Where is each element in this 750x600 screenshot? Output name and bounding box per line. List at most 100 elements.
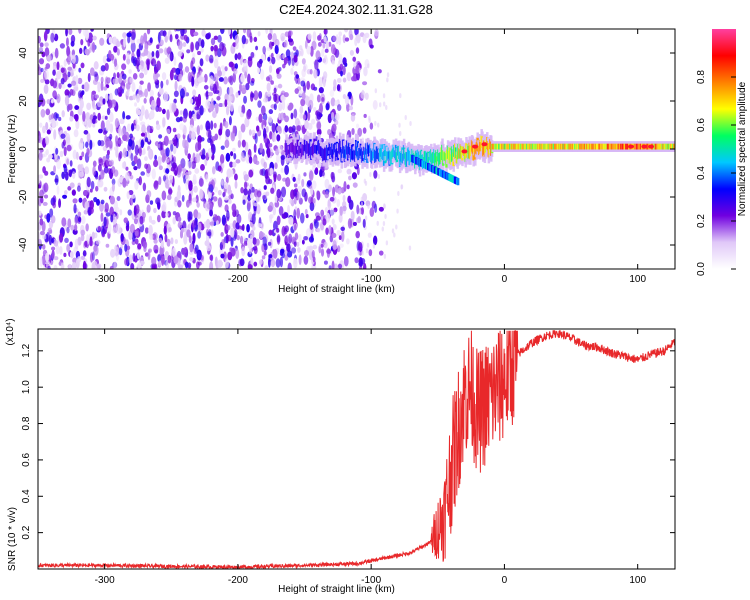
noise-speckle: [38, 184, 41, 189]
noise-speckle: [192, 113, 197, 120]
noise-speckle: [233, 68, 238, 75]
noise-speckle: [197, 231, 202, 239]
noise-speckle: [38, 174, 44, 179]
noise-speckle: [55, 113, 60, 119]
noise-speckle: [215, 220, 219, 226]
noise-speckle: [337, 187, 342, 195]
noise-speckle: [114, 206, 120, 213]
noise-speckle: [143, 48, 149, 56]
noise-speckle: [316, 190, 320, 198]
noise-speckle: [331, 111, 335, 121]
noise-speckle: [39, 218, 44, 226]
noise-speckle: [46, 157, 51, 163]
noise-speckle: [311, 249, 315, 259]
noise-speckle: [66, 144, 72, 152]
noise-speckle: [320, 248, 325, 257]
noise-speckle: [317, 42, 322, 47]
noise-speckle: [363, 178, 367, 184]
noise-speckle: [351, 172, 358, 180]
noise-speckle: [154, 249, 159, 254]
noise-speckle: [68, 103, 73, 111]
noise-speckle: [281, 99, 286, 111]
noise-speckle: [60, 133, 66, 139]
noise-speckle: [316, 111, 322, 120]
noise-speckle: [100, 81, 104, 91]
noise-speckle: [209, 209, 213, 217]
noise-speckle: [340, 231, 345, 242]
noise-speckle: [332, 35, 337, 42]
noise-speckle: [124, 243, 128, 252]
noise-speckle: [91, 41, 96, 53]
noise-speckle: [213, 73, 219, 83]
noise-speckle: [165, 147, 170, 157]
noise-speckle: [191, 197, 197, 203]
noise-speckle: [331, 260, 335, 269]
noise-speckle: [293, 257, 298, 269]
noise-speckle: [97, 163, 102, 172]
noise-speckle: [66, 126, 71, 131]
noise-speckle: [53, 129, 57, 140]
noise-speckle: [145, 163, 151, 174]
noise-speckle: [46, 54, 52, 62]
noise-speckle: [192, 52, 196, 59]
noise-speckle: [135, 57, 141, 67]
noise-speckle: [269, 131, 273, 140]
noise-speckle: [53, 165, 57, 173]
noise-speckle: [364, 215, 368, 221]
noise-speckle: [332, 85, 336, 92]
noise-speckle: [132, 94, 137, 100]
noise-speckle: [163, 91, 169, 102]
noise-speckle: [105, 138, 109, 149]
noise-speckle: [106, 107, 111, 116]
noise-speckle: [382, 220, 386, 226]
noise-speckle: [225, 128, 231, 138]
noise-speckle: [192, 232, 196, 244]
noise-speckle: [224, 139, 230, 149]
noise-speckle: [87, 72, 91, 83]
noise-speckle: [80, 233, 85, 242]
noise-speckle: [283, 39, 288, 48]
noise-speckle: [322, 42, 326, 49]
noise-speckle: [139, 80, 144, 85]
noise-speckle: [113, 58, 118, 67]
noise-speckle: [241, 34, 246, 45]
noise-speckle: [77, 185, 81, 192]
noise-speckle: [262, 97, 269, 103]
noise-speckle: [54, 174, 59, 186]
noise-speckle: [136, 93, 140, 103]
noise-speckle: [337, 35, 342, 46]
noise-speckle: [287, 250, 293, 258]
y-tick-label: 20: [18, 95, 29, 107]
noise-speckle: [260, 105, 266, 116]
noise-speckle: [44, 42, 49, 47]
noise-speckle: [272, 248, 278, 259]
noise-speckle: [284, 254, 289, 261]
noise-speckle: [126, 245, 131, 251]
noise-speckle: [253, 36, 258, 43]
noise-speckle: [72, 198, 78, 204]
noise-speckle: [119, 118, 125, 125]
noise-speckle: [357, 127, 363, 137]
noise-speckle: [329, 207, 335, 217]
noise-speckle: [266, 47, 271, 52]
noise-speckle: [92, 165, 96, 177]
noise-speckle: [92, 115, 98, 120]
noise-speckle: [111, 183, 115, 192]
noise-speckle: [120, 233, 124, 242]
noise-speckle: [108, 50, 112, 60]
noise-speckle: [51, 249, 55, 259]
noise-speckle: [256, 190, 262, 198]
noise-speckle: [309, 69, 313, 75]
noise-speckle: [256, 204, 261, 215]
noise-speckle: [167, 254, 172, 264]
noise-speckle: [182, 168, 187, 173]
noise-speckle: [369, 44, 374, 49]
noise-speckle: [95, 174, 99, 180]
colorbar-tick-label: 0.0: [696, 262, 707, 276]
noise-speckle: [298, 233, 302, 243]
noise-speckle: [247, 56, 253, 68]
noise-speckle: [97, 81, 101, 93]
noise-speckle: [151, 219, 156, 225]
noise-speckle: [92, 79, 98, 86]
